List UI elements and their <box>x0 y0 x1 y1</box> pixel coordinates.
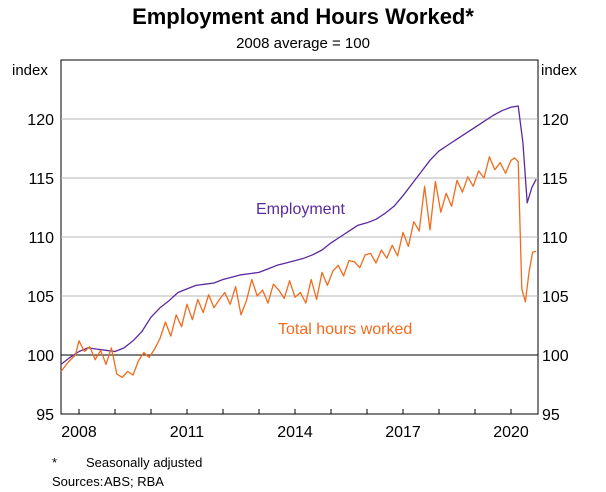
y-unit-right: index <box>541 62 577 79</box>
y-tick-label-right: 105 <box>542 289 569 306</box>
y-tick-label-right: 115 <box>542 171 568 188</box>
footnote-seasonal: * Seasonally adjusted <box>52 455 202 470</box>
y-tick-label-right: 100 <box>542 348 569 365</box>
sources-label: Sources: <box>52 474 104 489</box>
x-tick-label: 2011 <box>170 424 205 441</box>
footnote-marker: * <box>52 455 58 470</box>
y-tick-label-right: 120 <box>542 112 569 129</box>
chart-title: Employment and Hours Worked* <box>132 4 474 29</box>
y-tick-label-left: 110 <box>28 230 54 247</box>
y-tick-label-right: 110 <box>542 230 568 247</box>
x-tick-label: 2020 <box>493 424 529 441</box>
series-label-employment: Employment <box>256 201 345 218</box>
sources-text: ABS; RBA <box>104 474 164 489</box>
axis-ticks: 95 95 100 100 105 105 110 110 115 115 120 120 2008 20… <box>27 112 569 441</box>
y-unit-left: index <box>12 62 48 79</box>
footnote-sources: Sources:ABS; RBA <box>52 474 164 489</box>
footnote-text: Seasonally adjusted <box>86 455 203 470</box>
series-lines <box>60 105 537 379</box>
grid-lines <box>61 118 538 356</box>
y-tick-label-right: 95 <box>542 407 560 424</box>
y-tick-label-left: 95 <box>36 407 54 424</box>
x-tick-label: 2017 <box>385 424 421 441</box>
chart-subtitle: 2008 average = 100 <box>236 35 370 52</box>
x-tick-label: 2008 <box>61 424 97 441</box>
series-line-hours <box>60 156 537 379</box>
y-tick-label-left: 105 <box>27 289 54 306</box>
y-tick-label-left: 100 <box>27 348 54 365</box>
series-line-employment <box>60 105 537 365</box>
y-tick-label-left: 120 <box>27 112 54 129</box>
y-tick-label-left: 115 <box>28 171 54 188</box>
x-tick-label: 2014 <box>277 424 313 441</box>
series-label-hours: Total hours worked <box>278 321 412 338</box>
